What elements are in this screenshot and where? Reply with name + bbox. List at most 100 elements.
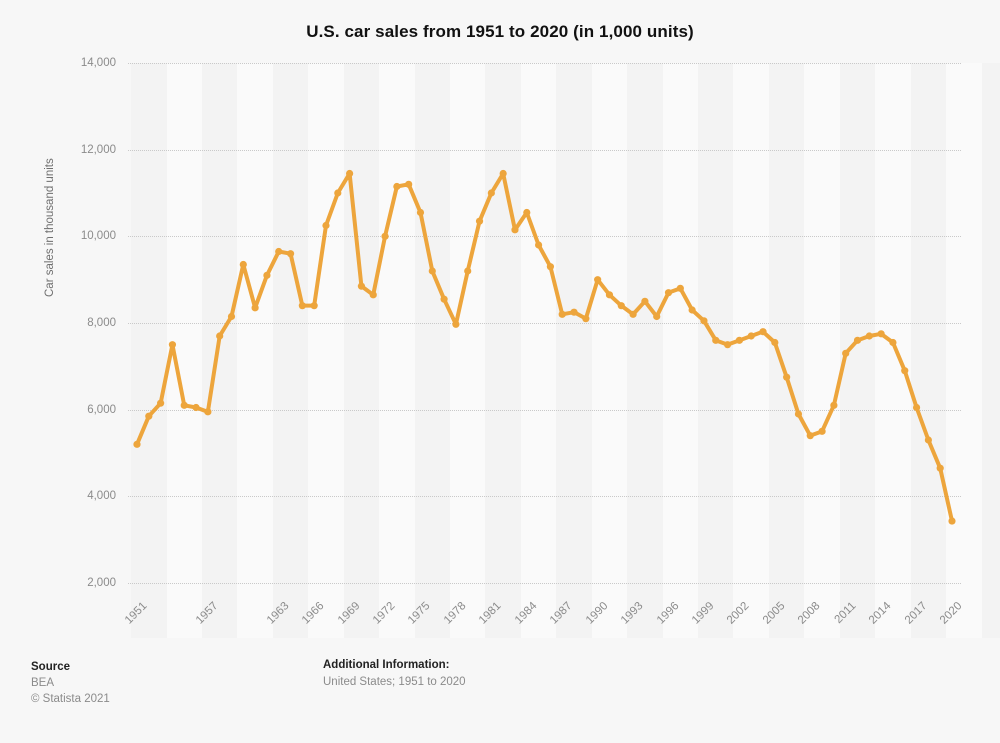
data-point[interactable] bbox=[133, 440, 141, 448]
page-title: U.S. car sales from 1951 to 2020 (in 1,0… bbox=[306, 22, 694, 41]
data-point[interactable] bbox=[487, 189, 495, 197]
data-point[interactable] bbox=[877, 330, 885, 338]
data-point[interactable] bbox=[464, 267, 472, 275]
data-point[interactable] bbox=[275, 247, 283, 256]
chart-plot-wrapper: 14,000 12,000 10,000 8,000 6,000 4,000 2,000 C… bbox=[0, 55, 1000, 638]
data-point[interactable] bbox=[475, 217, 484, 225]
background-band bbox=[804, 63, 840, 638]
data-point[interactable] bbox=[534, 241, 543, 249]
data-point[interactable] bbox=[653, 312, 661, 321]
data-point[interactable] bbox=[594, 276, 602, 284]
plot-area bbox=[128, 63, 1000, 638]
data-point[interactable] bbox=[416, 208, 425, 217]
data-point[interactable] bbox=[440, 295, 448, 303]
data-point[interactable] bbox=[346, 169, 354, 178]
gridline bbox=[128, 496, 961, 498]
data-point[interactable] bbox=[806, 432, 814, 440]
data-point[interactable] bbox=[759, 328, 767, 336]
data-point[interactable] bbox=[830, 401, 838, 409]
data-point[interactable] bbox=[818, 427, 826, 435]
background-band bbox=[981, 63, 1000, 638]
y-axis-tick-label: 4,000 bbox=[87, 490, 116, 503]
data-point[interactable] bbox=[735, 336, 743, 344]
data-point[interactable] bbox=[192, 403, 200, 412]
data-point[interactable] bbox=[310, 302, 318, 310]
x-axis-tick-label: 2005 bbox=[760, 600, 788, 627]
data-point[interactable] bbox=[865, 332, 873, 340]
background-band bbox=[662, 63, 699, 638]
background-band bbox=[875, 63, 911, 638]
data-point[interactable] bbox=[227, 312, 236, 321]
data-point[interactable] bbox=[322, 221, 330, 230]
data-point[interactable] bbox=[428, 267, 436, 275]
data-point[interactable] bbox=[216, 332, 224, 340]
data-point[interactable] bbox=[570, 308, 578, 316]
data-point[interactable] bbox=[842, 349, 850, 357]
data-point[interactable] bbox=[523, 208, 531, 217]
data-point[interactable] bbox=[676, 284, 684, 292]
data-point[interactable] bbox=[605, 291, 614, 299]
data-point[interactable] bbox=[145, 412, 153, 420]
data-point[interactable] bbox=[901, 367, 909, 375]
data-point[interactable] bbox=[546, 263, 555, 271]
data-point[interactable] bbox=[747, 332, 755, 340]
data-point[interactable] bbox=[180, 401, 188, 409]
data-point[interactable] bbox=[511, 226, 519, 234]
data-point[interactable] bbox=[664, 289, 673, 297]
data-point[interactable] bbox=[723, 341, 732, 349]
data-point[interactable] bbox=[783, 373, 791, 381]
data-point[interactable] bbox=[700, 317, 708, 325]
y-axis-tick-labels: 14,000 12,000 10,000 8,000 6,000 4,000 2,000 bbox=[0, 55, 128, 638]
data-point[interactable] bbox=[286, 250, 295, 258]
x-axis-tick-label: 2002 bbox=[725, 600, 752, 627]
x-axis-tick-label: 1990 bbox=[583, 600, 611, 627]
data-point[interactable] bbox=[381, 232, 389, 240]
data-point[interactable] bbox=[936, 464, 944, 472]
x-axis-tick-label: 2020 bbox=[937, 600, 965, 627]
data-point[interactable] bbox=[499, 169, 507, 178]
data-point[interactable] bbox=[204, 408, 212, 416]
data-point[interactable] bbox=[239, 260, 247, 269]
data-point[interactable] bbox=[771, 338, 779, 347]
data-point[interactable] bbox=[263, 271, 271, 279]
data-point[interactable] bbox=[924, 436, 932, 444]
series-line bbox=[135, 171, 954, 524]
data-point[interactable] bbox=[617, 302, 625, 310]
data-point[interactable] bbox=[393, 182, 401, 191]
data-point[interactable] bbox=[853, 336, 862, 344]
x-axis-tick-label: 2017 bbox=[902, 600, 930, 627]
data-point[interactable] bbox=[582, 315, 590, 323]
data-point[interactable] bbox=[712, 336, 720, 344]
data-point[interactable] bbox=[794, 410, 803, 418]
background-band bbox=[343, 63, 380, 638]
data-point[interactable] bbox=[157, 399, 165, 407]
background-band bbox=[308, 63, 344, 638]
background-bands bbox=[128, 63, 1000, 638]
data-point[interactable] bbox=[334, 189, 342, 197]
y-axis-tick-label: 12,000 bbox=[80, 143, 116, 156]
background-band bbox=[131, 63, 167, 638]
data-point[interactable] bbox=[405, 180, 413, 188]
background-band bbox=[910, 63, 947, 638]
data-point[interactable] bbox=[251, 304, 259, 312]
data-point[interactable] bbox=[641, 297, 649, 305]
data-point[interactable] bbox=[452, 320, 460, 328]
gridline bbox=[128, 149, 961, 151]
data-point[interactable] bbox=[629, 310, 637, 318]
data-point[interactable] bbox=[948, 517, 956, 525]
x-axis-tick-label: 2011 bbox=[832, 600, 859, 626]
gridline bbox=[128, 323, 961, 324]
x-axis-tick-label: 1966 bbox=[300, 600, 327, 627]
x-axis-tick-label: 1981 bbox=[477, 600, 504, 627]
data-point[interactable] bbox=[912, 403, 921, 412]
data-point[interactable] bbox=[688, 306, 696, 314]
data-point[interactable] bbox=[889, 338, 897, 347]
data-point[interactable] bbox=[298, 302, 306, 310]
data-point[interactable] bbox=[357, 282, 366, 290]
chart-footer: Source BEA © Statista 2021 Additional In… bbox=[0, 653, 1000, 743]
data-point[interactable] bbox=[558, 310, 566, 318]
gridline bbox=[128, 583, 961, 584]
data-point[interactable] bbox=[369, 291, 377, 299]
copyright-text: © Statista 2021 bbox=[31, 693, 110, 705]
data-point[interactable] bbox=[168, 341, 177, 349]
